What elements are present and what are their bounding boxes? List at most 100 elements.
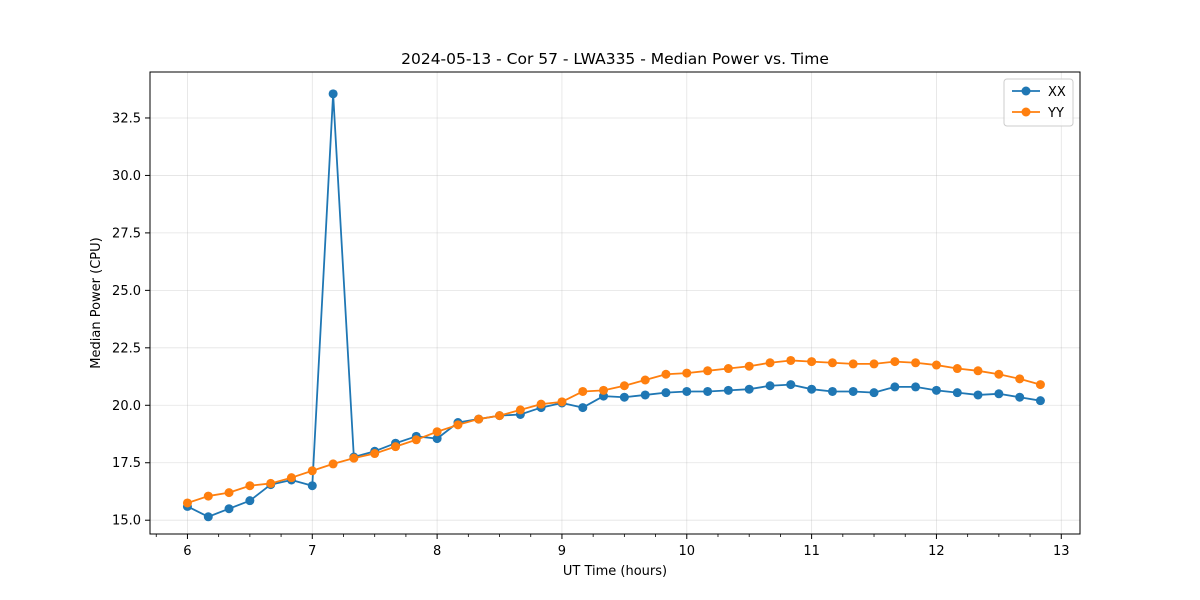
y-tick-label: 32.5: [112, 111, 141, 126]
data-point-xx: [578, 403, 588, 413]
data-point-xx: [931, 385, 941, 395]
legend-label-xx: XX: [1048, 85, 1066, 100]
data-point-yy: [848, 359, 858, 369]
x-tick-label: 6: [183, 544, 191, 559]
data-point-yy: [266, 478, 276, 488]
grid: [150, 72, 1080, 534]
data-point-xx: [1035, 396, 1045, 406]
data-point-yy: [661, 369, 671, 379]
data-point-xx: [827, 386, 837, 396]
x-tick-label: 11: [803, 544, 820, 559]
data-point-yy: [495, 411, 505, 421]
data-point-yy: [994, 369, 1004, 379]
data-point-yy: [619, 381, 629, 391]
data-point-yy: [640, 375, 650, 385]
data-point-xx: [328, 89, 338, 99]
y-tick-label: 30.0: [112, 169, 141, 184]
data-point-xx: [744, 384, 754, 394]
data-point-yy: [432, 427, 442, 437]
data-point-yy: [349, 453, 359, 463]
y-tick-label: 15.0: [112, 514, 141, 529]
x-axis-label: UT Time (hours): [563, 564, 667, 579]
data-point-yy: [952, 364, 962, 374]
data-point-yy: [911, 358, 921, 368]
data-point-xx: [911, 382, 921, 392]
axis-ticks: 6 7 8 9 10 11 12 13 15.0 17.5 20.0 22.5 25.0 27.5 30.0…: [112, 111, 1070, 559]
data-point-yy: [827, 358, 837, 368]
data-point-yy: [703, 366, 713, 376]
data-point-xx: [307, 481, 317, 491]
data-point-xx: [619, 392, 629, 402]
x-tick-label: 7: [308, 544, 316, 559]
series-lines: [182, 89, 1045, 522]
x-tick-label: 12: [928, 544, 945, 559]
data-point-yy: [224, 488, 234, 498]
data-point-yy: [307, 466, 317, 476]
data-point-xx: [723, 385, 733, 395]
data-point-yy: [765, 358, 775, 368]
data-point-yy: [182, 498, 192, 508]
data-point-yy: [723, 364, 733, 374]
data-point-xx: [848, 386, 858, 396]
data-point-yy: [1035, 380, 1045, 390]
data-point-xx: [869, 388, 879, 398]
x-tick-label: 13: [1053, 544, 1070, 559]
data-point-yy: [391, 442, 401, 452]
data-point-yy: [557, 397, 567, 407]
data-point-xx: [640, 390, 650, 400]
data-point-yy: [931, 360, 941, 370]
data-point-xx: [786, 380, 796, 390]
data-point-xx: [661, 388, 671, 398]
data-point-yy: [599, 385, 609, 395]
data-point-xx: [890, 382, 900, 392]
data-point-xx: [973, 390, 983, 400]
data-point-xx: [203, 512, 213, 522]
legend: XX YY: [1003, 78, 1074, 127]
data-point-yy: [370, 449, 380, 459]
plot-area: [149, 71, 1081, 535]
data-point-yy: [578, 386, 588, 396]
data-point-yy: [328, 459, 338, 469]
series-line-xx: [187, 92, 1041, 518]
data-point-xx: [952, 388, 962, 398]
data-point-yy: [973, 366, 983, 376]
legend-marker-yy: [1021, 107, 1031, 117]
data-point-xx: [703, 386, 713, 396]
data-point-xx: [224, 504, 234, 514]
legend-label-yy: YY: [1047, 106, 1064, 121]
data-point-xx: [432, 434, 442, 444]
y-tick-label: 25.0: [112, 284, 141, 299]
data-point-xx: [994, 389, 1004, 399]
data-point-yy: [890, 357, 900, 367]
x-tick-label: 10: [679, 544, 696, 559]
data-point-yy: [245, 481, 255, 491]
data-point-xx: [682, 386, 692, 396]
data-point-yy: [286, 473, 296, 483]
data-point-yy: [1015, 374, 1025, 384]
y-tick-label: 17.5: [112, 456, 141, 471]
data-point-yy: [474, 414, 484, 424]
y-axis-label: Median Power (CPU): [89, 237, 104, 368]
legend-marker-xx: [1021, 86, 1031, 96]
data-point-yy: [869, 359, 879, 369]
data-point-xx: [245, 496, 255, 506]
x-tick-label: 9: [558, 544, 566, 559]
data-point-yy: [453, 420, 463, 430]
chart-title: 2024-05-13 - Cor 57 - LWA335 - Median Po…: [401, 50, 829, 68]
y-tick-label: 22.5: [112, 341, 141, 356]
data-point-yy: [682, 368, 692, 378]
data-point-yy: [536, 399, 546, 409]
data-point-yy: [203, 491, 213, 501]
x-tick-label: 8: [433, 544, 441, 559]
data-point-xx: [765, 381, 775, 391]
data-point-yy: [786, 355, 796, 365]
data-point-yy: [515, 405, 525, 415]
data-point-xx: [1015, 392, 1025, 402]
data-point-yy: [807, 357, 817, 367]
data-point-yy: [744, 361, 754, 371]
data-point-xx: [807, 384, 817, 394]
data-point-yy: [411, 435, 421, 445]
y-tick-label: 20.0: [112, 399, 141, 414]
y-tick-label: 27.5: [112, 226, 141, 241]
